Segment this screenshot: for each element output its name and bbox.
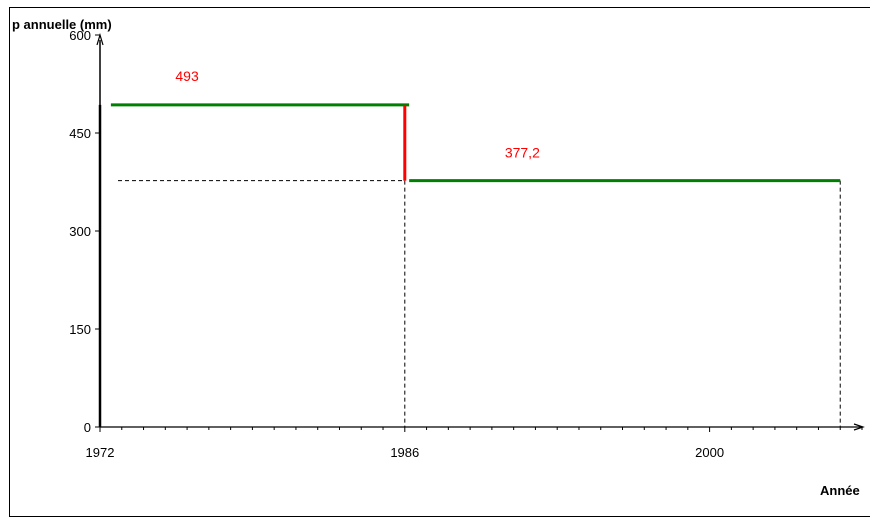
y-axis-title: p annuelle (mm) [12,17,112,32]
chart-labels: p annuelle (mm) Année 493 377,2 [12,17,860,498]
data-label-2: 377,2 [505,145,540,161]
x-tick-label: 2000 [695,445,724,460]
y-tick-label: 300 [69,224,91,239]
y-tick-label: 150 [69,322,91,337]
x-axis-title: Année [820,483,860,498]
axes: 0 150 300 450 600 1972 1986 2000 [69,28,865,460]
y-tick-label: 600 [69,28,91,43]
x-axis-arrow [853,423,865,431]
x-tick-label: 1972 [86,445,115,460]
y-tick-label: 0 [84,420,91,435]
y-tick-label: 450 [69,126,91,141]
chart-marks [98,103,841,427]
x-tick-label: 1986 [390,445,419,460]
data-label-1: 493 [175,68,199,84]
